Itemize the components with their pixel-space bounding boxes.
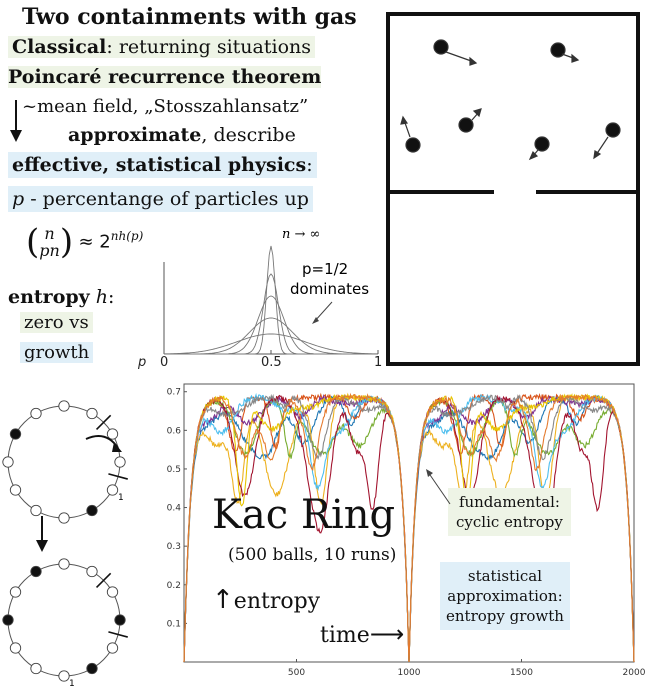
ring-marker-segment [108, 473, 128, 480]
statistical-annotation: statistical approximation: entropy growth [440, 562, 570, 630]
ring-ball-black [30, 565, 42, 578]
ring-ball-black [2, 614, 14, 626]
particle-4 [458, 108, 482, 133]
page-title: Two containments with gas [22, 4, 357, 30]
gas-containers-diagram [386, 12, 640, 366]
bell-curve-1 [164, 333, 378, 355]
ring-ball-white [9, 642, 22, 654]
ring-ball-white [9, 484, 22, 496]
tick-0-5: 0.5 [261, 355, 282, 370]
kac-ring-before [2, 400, 128, 524]
bell-curve-5 [164, 245, 378, 355]
fundamental-annotation: fundamental: cyclic entropy [448, 488, 571, 536]
percentage-line: p - percentange of particles up [8, 186, 313, 212]
ring-ball-white [86, 407, 98, 420]
dominates-label: dominates [290, 280, 369, 298]
tick-1: 1 [374, 355, 382, 370]
ring-ball-white [2, 456, 14, 468]
ring-ball-white [30, 504, 42, 517]
ring-marker-top: 1 [118, 493, 124, 503]
ring-marker-segment [108, 631, 128, 638]
particle-2 [550, 42, 580, 63]
ring-marker-segment [95, 572, 112, 589]
ring-ball-white [114, 456, 126, 468]
ring-ball-black [86, 662, 98, 675]
x-tick-label: 1500 [510, 668, 533, 678]
entropy-axis-label: ↑entropy [212, 585, 321, 615]
ring-ball-white [58, 400, 70, 412]
classical-line: Classical: returning situations [8, 36, 316, 58]
x-tick-label: 1000 [398, 668, 421, 678]
particle-3 [400, 115, 421, 153]
ring-ball-white [30, 407, 42, 420]
y-tick-label: 0.6 [167, 426, 182, 436]
ring-ball-black [114, 614, 126, 626]
ring-ball-black [9, 428, 22, 440]
y-tick-label: 0.1 [167, 619, 181, 629]
kac-ring-diagrams: 1 1 [2, 400, 128, 689]
kac-ring-after [2, 558, 128, 682]
ring-ball-white [86, 565, 98, 578]
tick-0: 0 [160, 355, 168, 370]
ring-ball-white [106, 484, 119, 496]
particle-6 [593, 122, 621, 160]
ring-ball-white [58, 670, 70, 682]
poincare-line: Poincaré recurrence theorem [8, 66, 322, 88]
mean-field-line: ~mean field, „Stosszahlansatz” [22, 96, 309, 117]
bell-curve-2 [164, 317, 378, 355]
particle-1 [433, 39, 478, 66]
ring-ball-white [58, 512, 70, 524]
approximate-line: approximate, describe [68, 124, 296, 146]
ring-marker-segment [95, 414, 112, 431]
p-half-label: p=1/2 [302, 260, 348, 278]
particle-5 [528, 136, 550, 161]
y-tick-label: 0.5 [167, 465, 181, 475]
ring-ball-white [106, 586, 119, 598]
binomial-formula: (n pn) ≈ 2nh(p) [26, 222, 144, 262]
entropy-series-run-10 [183, 392, 635, 663]
ring-ball-white [106, 428, 119, 440]
y-tick-label: 0.2 [167, 581, 181, 591]
ring-ball-black [86, 504, 98, 517]
growth-label: growth [20, 342, 94, 363]
fundamental-pointer [426, 469, 451, 505]
binomial-limit-plot: p 0 0.5 1 n → ∞ p=1/2 dominates [137, 227, 382, 370]
y-tick-label: 0.7 [167, 388, 181, 398]
x-tick-label: 2000 [623, 668, 645, 678]
kac-ring-subtitle: (500 balls, 10 runs) [228, 545, 397, 565]
bell-curve-3 [164, 295, 378, 355]
time-axis-label: time⟶ [320, 620, 405, 648]
ring-ball-white [58, 558, 70, 570]
statistical-physics-line: effective, statistical physics: [8, 152, 317, 178]
y-tick-label: 0.3 [167, 542, 181, 552]
kac-ring-title: Kac Ring [212, 492, 396, 538]
ring-ball-white [30, 662, 42, 675]
zero-label: zero vs [20, 312, 93, 333]
ring-marker-bottom: 1 [69, 679, 75, 689]
p-axis-label: p [137, 355, 146, 370]
limit-label: n → ∞ [282, 227, 320, 242]
container-outline [386, 12, 640, 366]
y-tick-label: 0.4 [167, 504, 182, 514]
ring-ball-white [9, 586, 22, 598]
ring-ball-white [106, 642, 119, 654]
entropy-h-label: entropy h: [8, 286, 115, 308]
down-arrow-icon [10, 100, 22, 142]
x-tick-label: 500 [288, 668, 305, 678]
